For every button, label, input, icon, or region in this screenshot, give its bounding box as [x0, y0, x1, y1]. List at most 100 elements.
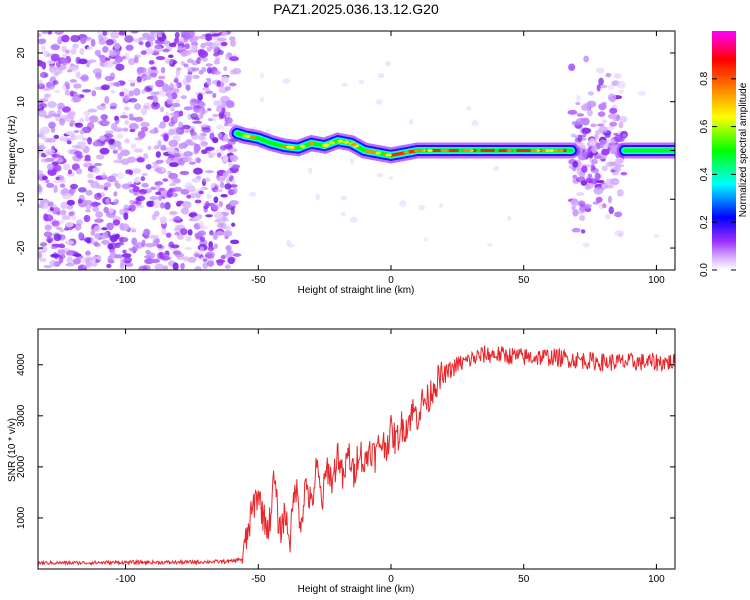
- noise-blob: [229, 69, 237, 75]
- noise-blob: [67, 169, 73, 175]
- noise-blob: [596, 67, 605, 74]
- noise-blob: [58, 255, 64, 264]
- noise-blob: [140, 107, 147, 116]
- noise-blob: [152, 238, 158, 247]
- noise-blob: [570, 198, 579, 206]
- noise-blob: [205, 251, 215, 259]
- noise-blob: [174, 216, 181, 221]
- noise-blob: [106, 175, 117, 183]
- spectrogram-xlabel: Height of straight line (km): [298, 285, 415, 296]
- noise-blob: [115, 63, 125, 71]
- noise-blob: [120, 149, 131, 157]
- noise-blob: [439, 202, 444, 209]
- noise-blob: [607, 195, 613, 204]
- noise-blob: [51, 68, 56, 76]
- noise-blob: [66, 199, 75, 206]
- noise-blob: [114, 242, 121, 249]
- noise-blob: [171, 102, 181, 108]
- noise-blob: [231, 222, 236, 227]
- noise-blob: [134, 204, 144, 208]
- noise-blob: [128, 116, 137, 121]
- noise-blob: [195, 175, 202, 180]
- noise-blob: [168, 172, 178, 180]
- noise-blob: [93, 225, 102, 232]
- noise-blob: [109, 234, 118, 243]
- noise-blob: [132, 244, 139, 250]
- noise-blob: [70, 34, 80, 43]
- noise-blob: [198, 220, 205, 229]
- noise-blob: [64, 240, 74, 246]
- noise-blob: [90, 228, 96, 235]
- noise-blob: [214, 189, 224, 193]
- noise-blob: [113, 159, 123, 164]
- noise-blob: [102, 45, 109, 53]
- noise-blob: [94, 218, 104, 223]
- noise-blob: [228, 162, 233, 168]
- noise-blob: [66, 140, 72, 145]
- noise-blob: [38, 185, 43, 193]
- noise-blob: [87, 173, 94, 179]
- noise-blob: [136, 66, 145, 74]
- noise-blob: [143, 153, 149, 160]
- noise-blob: [601, 148, 610, 156]
- noise-blob: [193, 167, 203, 175]
- noise-blob: [133, 148, 143, 153]
- snr-panel: -100 -50 0 50 100 1000 2000 3000 4000 Height of …: [7, 328, 676, 595]
- noise-blob: [174, 252, 185, 258]
- noise-blob: [72, 258, 81, 265]
- noise-blob: [155, 191, 162, 196]
- noise-blob: [41, 175, 48, 181]
- noise-blob: [192, 74, 200, 80]
- noise-blob: [191, 178, 201, 183]
- noise-blob: [213, 100, 223, 107]
- noise-blob: [222, 230, 231, 237]
- track-peak-blob: [440, 149, 447, 152]
- noise-blob: [151, 165, 160, 169]
- colorbar: 0.0 0.2 0.4 0.6 0.8 Normalized spectral ampl…: [699, 31, 749, 277]
- noise-blob: [85, 209, 91, 213]
- noise-blob: [122, 127, 129, 132]
- noise-blob: [214, 211, 224, 220]
- noise-blob: [145, 249, 151, 255]
- noise-blob: [150, 31, 155, 36]
- noise-blob: [121, 223, 130, 232]
- noise-blob: [123, 106, 130, 111]
- noise-blob: [86, 238, 92, 244]
- noise-blob: [66, 204, 74, 210]
- noise-blob: [95, 154, 105, 160]
- noise-blob: [118, 31, 126, 36]
- noise-blob: [197, 230, 206, 237]
- noise-blob: [101, 84, 110, 91]
- noise-blob: [106, 222, 114, 231]
- spectrogram-ytick-label: 20: [16, 47, 27, 59]
- noise-blob: [126, 156, 137, 163]
- snr-ylabel: SNR (10 * v/v): [7, 418, 18, 482]
- noise-blob: [140, 176, 146, 182]
- noise-blob: [224, 253, 233, 258]
- noise-blob: [70, 48, 77, 55]
- noise-blob: [607, 93, 617, 102]
- colorbar-tick-label: 0.4: [699, 167, 710, 181]
- noise-blob: [176, 234, 184, 240]
- noise-blob: [98, 34, 104, 41]
- noise-blob: [576, 113, 585, 117]
- noise-blob: [471, 120, 479, 127]
- noise-blob: [39, 257, 47, 263]
- noise-blob: [105, 197, 110, 205]
- noise-blob: [222, 154, 229, 163]
- noise-blob: [135, 199, 142, 206]
- noise-blob: [149, 128, 160, 134]
- noise-blob: [59, 183, 66, 188]
- noise-blob: [65, 251, 74, 256]
- noise-blob: [605, 72, 612, 78]
- snr-ticks: -100 -50 0 50 100 1000 2000 3000 4000: [16, 329, 675, 585]
- noise-blob: [605, 178, 615, 187]
- noise-blob: [221, 31, 228, 37]
- noise-blob: [226, 250, 234, 255]
- noise-blob: [576, 94, 581, 102]
- noise-blob: [582, 242, 590, 248]
- noise-blob: [157, 33, 163, 38]
- noise-blob: [82, 264, 92, 268]
- snr-ytick-label: 3000: [16, 404, 27, 427]
